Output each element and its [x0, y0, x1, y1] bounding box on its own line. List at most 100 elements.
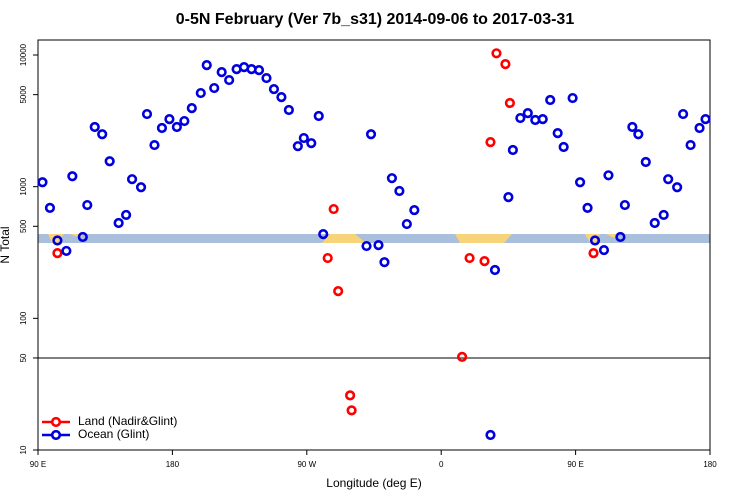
- point: [67, 171, 78, 182]
- point: [700, 113, 711, 125]
- land-patch: [455, 234, 512, 243]
- point: [558, 141, 569, 153]
- point: [615, 231, 626, 243]
- point: [318, 229, 329, 240]
- point: [195, 87, 206, 99]
- point: [313, 110, 324, 122]
- point: [603, 170, 614, 181]
- point: [633, 129, 644, 140]
- point: [82, 199, 93, 211]
- chart-title: 0-5N February (Ver 7b_s31) 2014-09-06 to…: [176, 11, 575, 28]
- point: [409, 204, 420, 216]
- point: [457, 351, 468, 362]
- point: [298, 132, 309, 144]
- point: [485, 429, 496, 441]
- point: [345, 390, 356, 401]
- point: [379, 257, 390, 268]
- point: [588, 247, 599, 259]
- point: [361, 240, 372, 252]
- point: [567, 92, 578, 104]
- point: [489, 264, 501, 276]
- point: [141, 108, 153, 120]
- point: [171, 121, 182, 133]
- point: [77, 231, 88, 243]
- point: [149, 139, 160, 151]
- point: [121, 209, 132, 221]
- point: [52, 235, 63, 246]
- land-patch: [606, 234, 618, 238]
- point: [464, 252, 475, 264]
- point: [658, 209, 669, 221]
- point: [598, 244, 610, 256]
- point: [386, 173, 398, 184]
- x-tick-label: 0: [439, 460, 444, 469]
- point: [507, 144, 518, 156]
- point: [156, 122, 168, 134]
- point: [126, 174, 138, 185]
- point: [276, 91, 287, 103]
- point: [678, 108, 689, 120]
- point: [104, 156, 115, 167]
- x-tick-label: 180: [703, 460, 717, 469]
- land-patch: [322, 234, 366, 243]
- point: [503, 192, 514, 203]
- point: [672, 182, 683, 193]
- point: [322, 252, 333, 264]
- point: [179, 115, 190, 127]
- point: [545, 94, 556, 106]
- point: [268, 83, 280, 95]
- point: [504, 97, 515, 109]
- point: [552, 128, 563, 139]
- point: [209, 82, 220, 94]
- point: [306, 138, 317, 149]
- point: [328, 203, 339, 215]
- point: [394, 185, 405, 197]
- y-tick-label: 5000: [19, 85, 28, 103]
- point: [52, 247, 63, 259]
- point: [346, 405, 357, 416]
- legend-marker: [50, 416, 62, 428]
- legend-label: Land (Nadir&Glint): [78, 414, 177, 428]
- point: [589, 235, 601, 246]
- point: [113, 217, 124, 229]
- legend-label: Ocean (Glint): [78, 427, 149, 441]
- point: [261, 72, 272, 84]
- point: [373, 239, 384, 251]
- point: [574, 177, 586, 188]
- point: [522, 108, 533, 119]
- point: [292, 141, 303, 152]
- point: [649, 217, 660, 229]
- point: [619, 199, 630, 211]
- map-strip: [38, 234, 710, 243]
- point: [627, 121, 638, 133]
- point: [694, 122, 705, 134]
- point: [135, 182, 147, 193]
- y-tick-label: 10000: [19, 43, 28, 66]
- point: [216, 67, 227, 78]
- point: [663, 174, 674, 185]
- ocean-strip: [38, 234, 710, 243]
- point: [582, 202, 593, 213]
- y-axis-label: N Total: [0, 226, 12, 263]
- point: [61, 245, 72, 257]
- point: [479, 256, 490, 267]
- x-tick-label: 90 E: [567, 460, 583, 469]
- point: [365, 129, 377, 140]
- legend-marker: [50, 429, 62, 441]
- y-tick-label: 500: [19, 219, 28, 233]
- point: [640, 156, 651, 168]
- y-tick-label: 10: [19, 445, 28, 454]
- point: [401, 218, 412, 230]
- point: [500, 58, 511, 70]
- point: [491, 48, 502, 59]
- point: [224, 74, 235, 86]
- point: [186, 103, 197, 114]
- point: [333, 286, 344, 297]
- point: [44, 202, 56, 213]
- point: [537, 113, 548, 125]
- y-tick-label: 100: [19, 311, 28, 325]
- x-tick-label: 180: [166, 460, 180, 469]
- point: [164, 113, 175, 125]
- plot-frame: [37, 39, 711, 451]
